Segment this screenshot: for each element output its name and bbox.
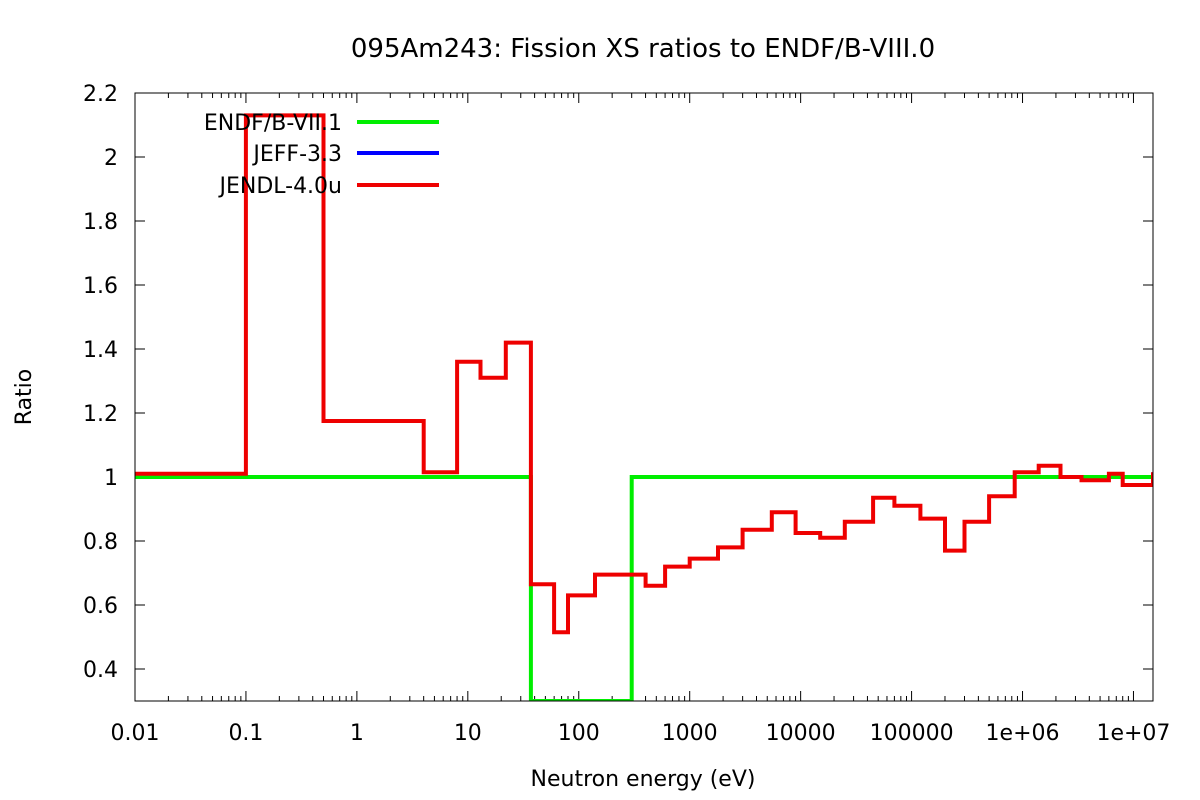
y-tick-label: 1 [104,466,118,491]
chart-title: 095Am243: Fission XS ratios to ENDF/B-VI… [351,34,935,64]
y-tick-label: 0.4 [83,658,118,683]
y-axis-label: Ratio [12,369,37,425]
x-tick-label: 1 [350,721,364,746]
x-tick-label: 100 [558,721,600,746]
series-layer [135,113,1153,701]
y-tick-label: 1.4 [83,338,118,363]
x-tick-label: 1e+07 [1096,721,1170,746]
y-tick-label: 0.8 [83,530,118,555]
y-tick-label: 2 [104,146,118,171]
legend-label: JEFF-3.3 [251,142,342,167]
legend-label: JENDL-4.0u [217,174,342,199]
axis-ticks: 0.01 0.1 1 10 100 1000 10000 100000 1e+06 1e+07 0.… [83,82,1170,746]
y-tick-label: 1.8 [83,210,118,235]
y-tick-label: 0.6 [83,594,118,619]
y-tick-label: 2.2 [83,82,118,107]
x-tick-label: 10000 [766,721,836,746]
y-tick-label: 1.6 [83,274,118,299]
series-line-0 [135,475,1153,701]
x-tick-label: 0.01 [111,721,160,746]
plot-frame [134,92,1154,702]
x-tick-label: 0.1 [228,721,263,746]
y-tick-label: 1.2 [83,402,118,427]
x-tick-label: 10 [454,721,482,746]
series-line-2 [135,113,1153,635]
legend-label: ENDF/B-VII.1 [204,111,342,136]
x-tick-label: 1000 [662,721,718,746]
x-axis-label: Neutron energy (eV) [531,767,756,792]
x-tick-label: 100000 [870,721,954,746]
x-tick-label: 1e+06 [986,721,1060,746]
legend: ENDF/B-VII.1 JEFF-3.3 JENDL-4.0u [204,111,439,199]
